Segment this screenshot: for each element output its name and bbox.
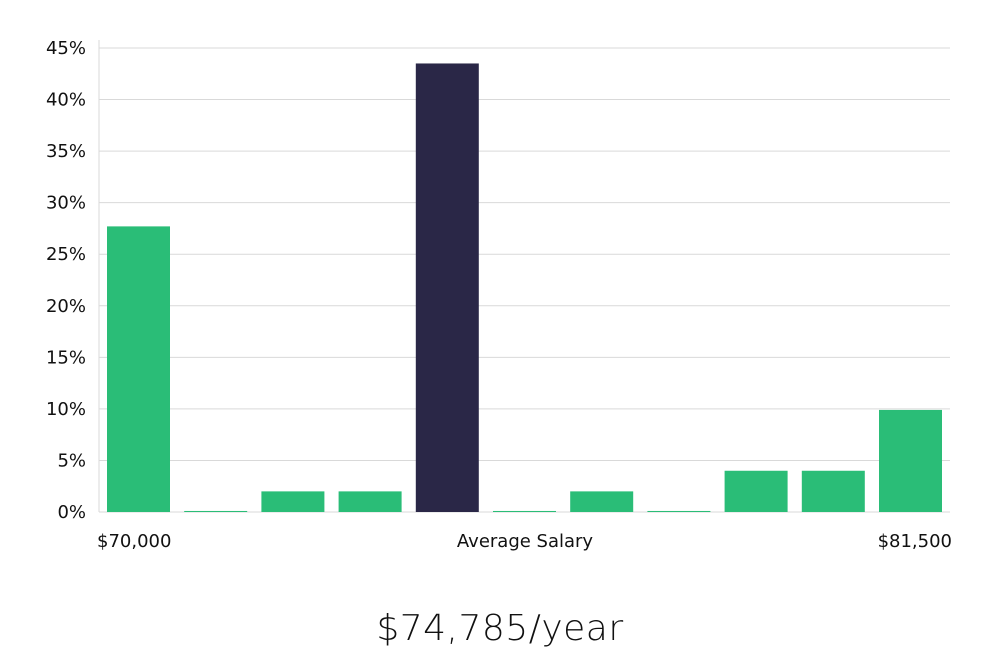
bar [570, 491, 634, 512]
bar [879, 409, 942, 512]
y-tick-label: 40% [46, 90, 86, 111]
y-tick-label: 45% [46, 38, 86, 59]
x-axis-title: Average Salary [457, 531, 594, 552]
y-tick-label: 15% [46, 347, 86, 368]
y-tick-label: 30% [46, 193, 86, 214]
y-tick-label: 10% [46, 399, 86, 420]
x-min-label: $70,000 [97, 531, 171, 552]
y-axis-ticks: 0% 5% 10% 15% 20% 25% 30% 35% 40% 45% [46, 38, 86, 523]
bar [261, 491, 325, 512]
bar-highlighted [415, 63, 479, 512]
bar [493, 510, 556, 512]
y-tick-label: 35% [46, 141, 86, 162]
x-max-label: $81,500 [878, 531, 952, 552]
y-tick-label: 5% [57, 450, 86, 471]
bar [107, 226, 170, 513]
bar [647, 510, 711, 512]
bars [107, 63, 942, 513]
y-tick-label: 0% [57, 502, 86, 523]
salary-distribution-chart: 0% 5% 10% 15% 20% 25% 30% 35% 40% 45% $70,000 Ave… [46, 38, 952, 552]
grid-lines [99, 47, 950, 513]
bar [338, 491, 402, 512]
bar [184, 510, 248, 512]
y-tick-label: 20% [46, 296, 86, 317]
bar [724, 470, 788, 512]
bar [801, 470, 865, 512]
y-tick-label: 25% [46, 244, 86, 265]
average-salary-value: $74,785/year [376, 608, 624, 649]
